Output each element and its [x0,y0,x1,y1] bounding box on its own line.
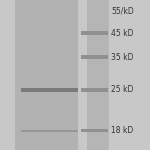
Text: 45 kD: 45 kD [111,28,134,38]
FancyBboxPatch shape [81,31,108,35]
FancyBboxPatch shape [81,129,108,132]
Text: 25 kD: 25 kD [111,85,133,94]
FancyBboxPatch shape [81,88,108,92]
FancyBboxPatch shape [21,88,78,92]
Text: 55/kD: 55/kD [111,6,134,15]
FancyBboxPatch shape [15,0,78,150]
Text: 18 kD: 18 kD [111,126,133,135]
Text: 35 kD: 35 kD [111,52,134,62]
FancyBboxPatch shape [21,130,78,132]
FancyBboxPatch shape [87,0,108,150]
FancyBboxPatch shape [81,55,108,59]
